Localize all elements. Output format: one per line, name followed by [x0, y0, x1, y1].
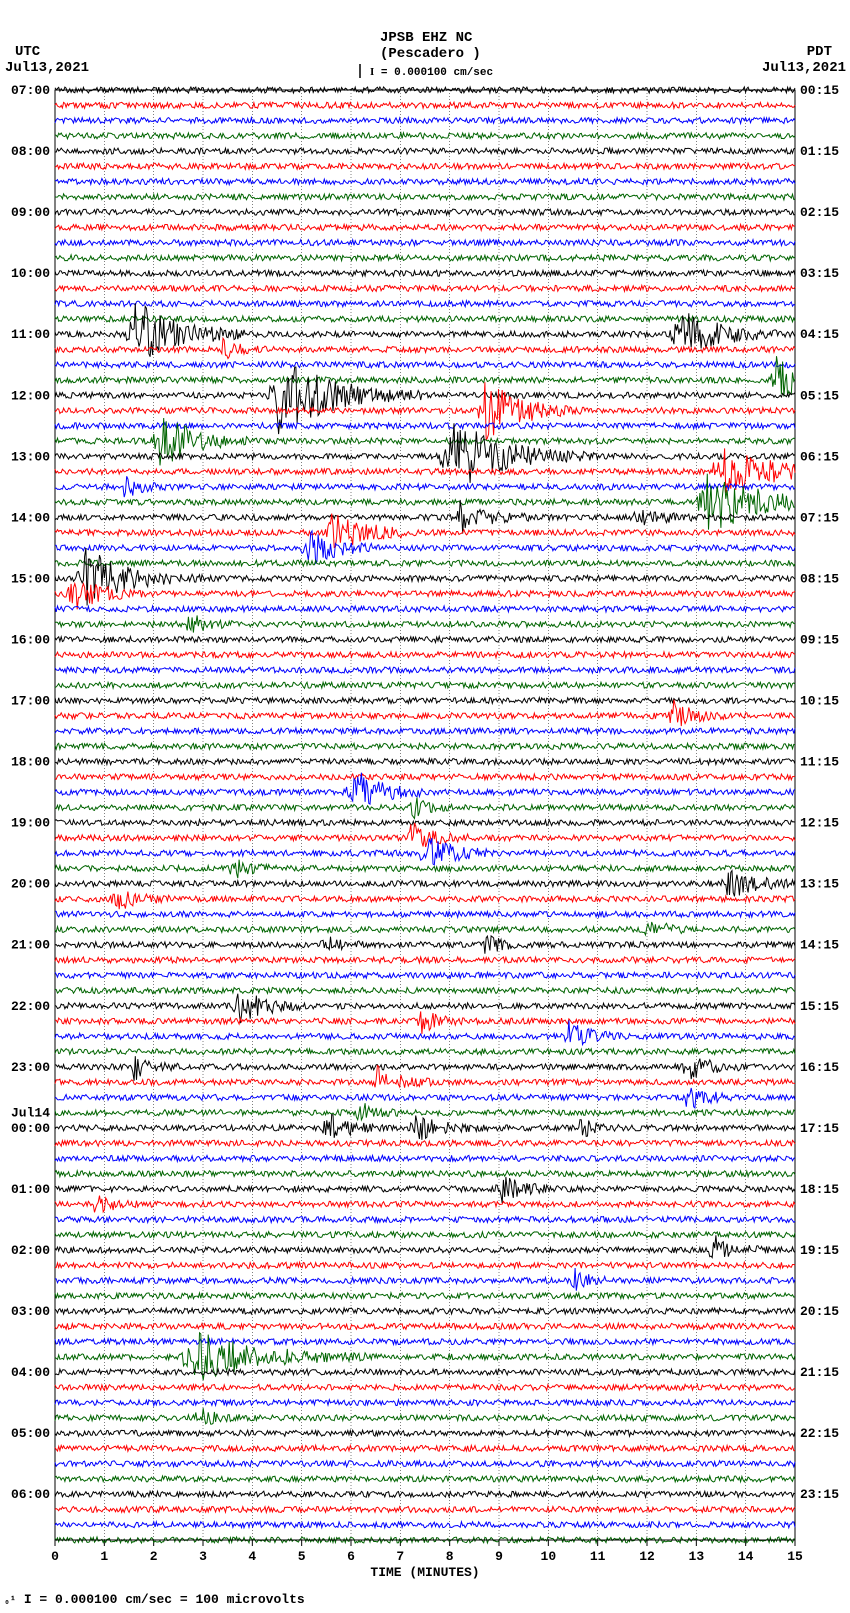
svg-text:23:00: 23:00 — [11, 1060, 50, 1075]
svg-text:13: 13 — [689, 1549, 705, 1564]
svg-text:3: 3 — [199, 1549, 207, 1564]
svg-text:TIME (MINUTES): TIME (MINUTES) — [370, 1565, 479, 1580]
svg-text:07:00: 07:00 — [11, 83, 50, 98]
svg-text:16:15: 16:15 — [800, 1060, 839, 1075]
svg-text:06:15: 06:15 — [800, 449, 839, 464]
svg-text:15:00: 15:00 — [11, 571, 50, 586]
svg-text:15: 15 — [787, 1549, 803, 1564]
svg-text:17:15: 17:15 — [800, 1121, 839, 1136]
svg-text:22:00: 22:00 — [11, 999, 50, 1014]
svg-text:15:15: 15:15 — [800, 999, 839, 1014]
svg-text:00:00: 00:00 — [11, 1121, 50, 1136]
svg-text:10: 10 — [541, 1549, 557, 1564]
svg-text:14: 14 — [738, 1549, 754, 1564]
helicorder-plot: 0123456789101112131415TIME (MINUTES)07:0… — [0, 0, 850, 1613]
svg-text:13:15: 13:15 — [800, 877, 839, 892]
svg-text:16:00: 16:00 — [11, 632, 50, 647]
svg-text:10:15: 10:15 — [800, 694, 839, 709]
svg-text:22:15: 22:15 — [800, 1426, 839, 1441]
svg-text:09:00: 09:00 — [11, 205, 50, 220]
svg-text:Jul14: Jul14 — [11, 1106, 50, 1121]
svg-text:19:00: 19:00 — [11, 816, 50, 831]
svg-text:11:15: 11:15 — [800, 755, 839, 770]
svg-text:02:15: 02:15 — [800, 205, 839, 220]
svg-text:0: 0 — [51, 1549, 59, 1564]
svg-text:02:00: 02:00 — [11, 1243, 50, 1258]
svg-text:10:00: 10:00 — [11, 266, 50, 281]
svg-text:17:00: 17:00 — [11, 694, 50, 709]
svg-text:12:00: 12:00 — [11, 388, 50, 403]
svg-text:8: 8 — [446, 1549, 454, 1564]
svg-text:04:15: 04:15 — [800, 327, 839, 342]
svg-text:18:15: 18:15 — [800, 1182, 839, 1197]
svg-text:9: 9 — [495, 1549, 503, 1564]
svg-text:23:15: 23:15 — [800, 1487, 839, 1502]
svg-text:03:15: 03:15 — [800, 266, 839, 281]
svg-text:00:15: 00:15 — [800, 83, 839, 98]
svg-text:08:15: 08:15 — [800, 571, 839, 586]
svg-text:05:15: 05:15 — [800, 388, 839, 403]
svg-text:19:15: 19:15 — [800, 1243, 839, 1258]
svg-text:04:00: 04:00 — [11, 1365, 50, 1380]
svg-text:2: 2 — [150, 1549, 158, 1564]
svg-text:06:00: 06:00 — [11, 1487, 50, 1502]
svg-text:07:15: 07:15 — [800, 510, 839, 525]
svg-text:11:00: 11:00 — [11, 327, 50, 342]
svg-text:13:00: 13:00 — [11, 449, 50, 464]
svg-text:5: 5 — [298, 1549, 306, 1564]
svg-text:21:00: 21:00 — [11, 938, 50, 953]
svg-text:11: 11 — [590, 1549, 606, 1564]
svg-text:01:00: 01:00 — [11, 1182, 50, 1197]
svg-text:05:00: 05:00 — [11, 1426, 50, 1441]
svg-text:12: 12 — [639, 1549, 655, 1564]
svg-text:6: 6 — [347, 1549, 355, 1564]
svg-text:4: 4 — [248, 1549, 256, 1564]
svg-text:09:15: 09:15 — [800, 632, 839, 647]
svg-text:21:15: 21:15 — [800, 1365, 839, 1380]
svg-text:1: 1 — [100, 1549, 108, 1564]
svg-text:20:15: 20:15 — [800, 1304, 839, 1319]
svg-text:20:00: 20:00 — [11, 877, 50, 892]
footer-scale: ₀¹ I = 0.000100 cm/sec = 100 microvolts — [4, 1592, 305, 1607]
svg-text:18:00: 18:00 — [11, 755, 50, 770]
svg-text:14:00: 14:00 — [11, 510, 50, 525]
svg-text:03:00: 03:00 — [11, 1304, 50, 1319]
svg-text:01:15: 01:15 — [800, 144, 839, 159]
svg-text:14:15: 14:15 — [800, 938, 839, 953]
svg-text:12:15: 12:15 — [800, 816, 839, 831]
svg-text:7: 7 — [396, 1549, 404, 1564]
svg-text:08:00: 08:00 — [11, 144, 50, 159]
